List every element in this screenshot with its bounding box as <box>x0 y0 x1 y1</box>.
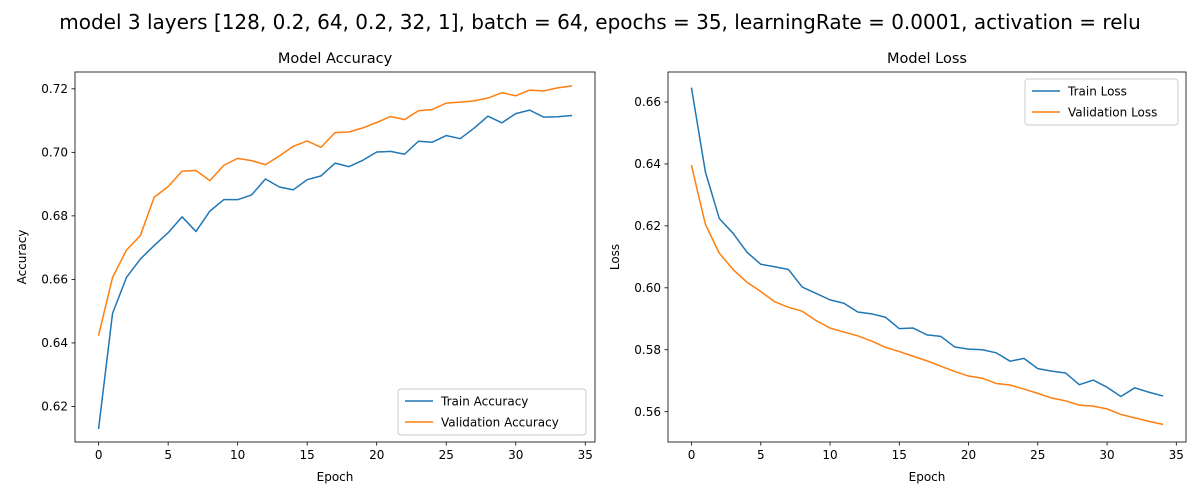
loss-plot: Model Loss 0 5 10 15 20 25 30 35 0.56 0.58 0.60 0.62… <box>608 51 1187 484</box>
accuracy-x-tick-label: 15 <box>300 448 315 462</box>
loss-x-tick-label: 0 <box>688 448 696 462</box>
loss-x-tick-label: 25 <box>1030 448 1045 462</box>
accuracy-legend-label-validation: Validation Accuracy <box>441 416 559 430</box>
loss-legend-box <box>1024 78 1179 126</box>
accuracy-x-tick-label: 35 <box>578 448 593 462</box>
accuracy-x-tick-label: 30 <box>508 448 523 462</box>
loss-x-tick-label: 15 <box>892 448 907 462</box>
accuracy-y-tick-label: 0.72 <box>41 82 68 96</box>
loss-x-tick-label: 20 <box>961 448 976 462</box>
accuracy-x-tick-label: 25 <box>439 448 454 462</box>
loss-x-axis-label: Epoch <box>909 470 946 484</box>
accuracy-x-tick-label: 10 <box>230 448 245 462</box>
accuracy-y-tick-label: 0.70 <box>41 146 68 160</box>
loss-y-tick-label: 0.58 <box>634 343 661 357</box>
accuracy-x-tick-label: 20 <box>369 448 384 462</box>
loss-y-axis-label: Loss <box>608 244 622 270</box>
accuracy-series-validation-line <box>97 85 573 336</box>
loss-title: Model Loss <box>887 51 967 67</box>
loss-x-tick-label: 5 <box>757 448 765 462</box>
accuracy-y-tick-label: 0.62 <box>41 400 68 414</box>
loss-legend-label-validation: Validation Loss <box>1068 106 1157 120</box>
accuracy-y-axis-label: Accuracy <box>15 230 29 285</box>
loss-x-tick-label: 35 <box>1169 448 1184 462</box>
figure-suptitle: model 3 layers [128, 0.2, 64, 0.2, 32, 1… <box>59 10 1141 34</box>
loss-series-train-line <box>690 87 1164 398</box>
accuracy-plot: Model Accuracy 0 5 10 15 20 25 30 35 0.62 0.64 0.66… <box>15 51 596 484</box>
accuracy-legend: Train Accuracy Validation Accuracy <box>397 388 587 436</box>
accuracy-x-tick-label: 5 <box>164 448 172 462</box>
loss-y-tick-label: 0.60 <box>634 281 661 295</box>
loss-y-tick-label: 0.62 <box>634 219 661 233</box>
loss-legend-label-train: Train Loss <box>1067 85 1127 99</box>
loss-y-tick-label: 0.66 <box>634 95 661 109</box>
accuracy-legend-box <box>397 388 587 436</box>
loss-axes-frame <box>667 71 1187 443</box>
accuracy-y-tick-label: 0.66 <box>41 273 68 287</box>
accuracy-y-tick-label: 0.64 <box>41 336 68 350</box>
loss-y-tick-label: 0.56 <box>634 405 661 419</box>
accuracy-legend-label-train: Train Accuracy <box>440 395 528 409</box>
loss-x-tick-label: 30 <box>1099 448 1114 462</box>
accuracy-axes-frame <box>74 71 596 443</box>
accuracy-y-tick-label: 0.68 <box>41 209 68 223</box>
loss-legend: Train Loss Validation Loss <box>1024 78 1179 126</box>
accuracy-x-axis-label: Epoch <box>317 470 354 484</box>
loss-series-validation-line <box>690 164 1164 426</box>
loss-y-tick-label: 0.64 <box>634 157 661 171</box>
accuracy-x-tick-label: 0 <box>95 448 103 462</box>
accuracy-title: Model Accuracy <box>278 51 393 67</box>
loss-x-tick-label: 10 <box>822 448 837 462</box>
accuracy-series-train-line <box>97 109 573 430</box>
